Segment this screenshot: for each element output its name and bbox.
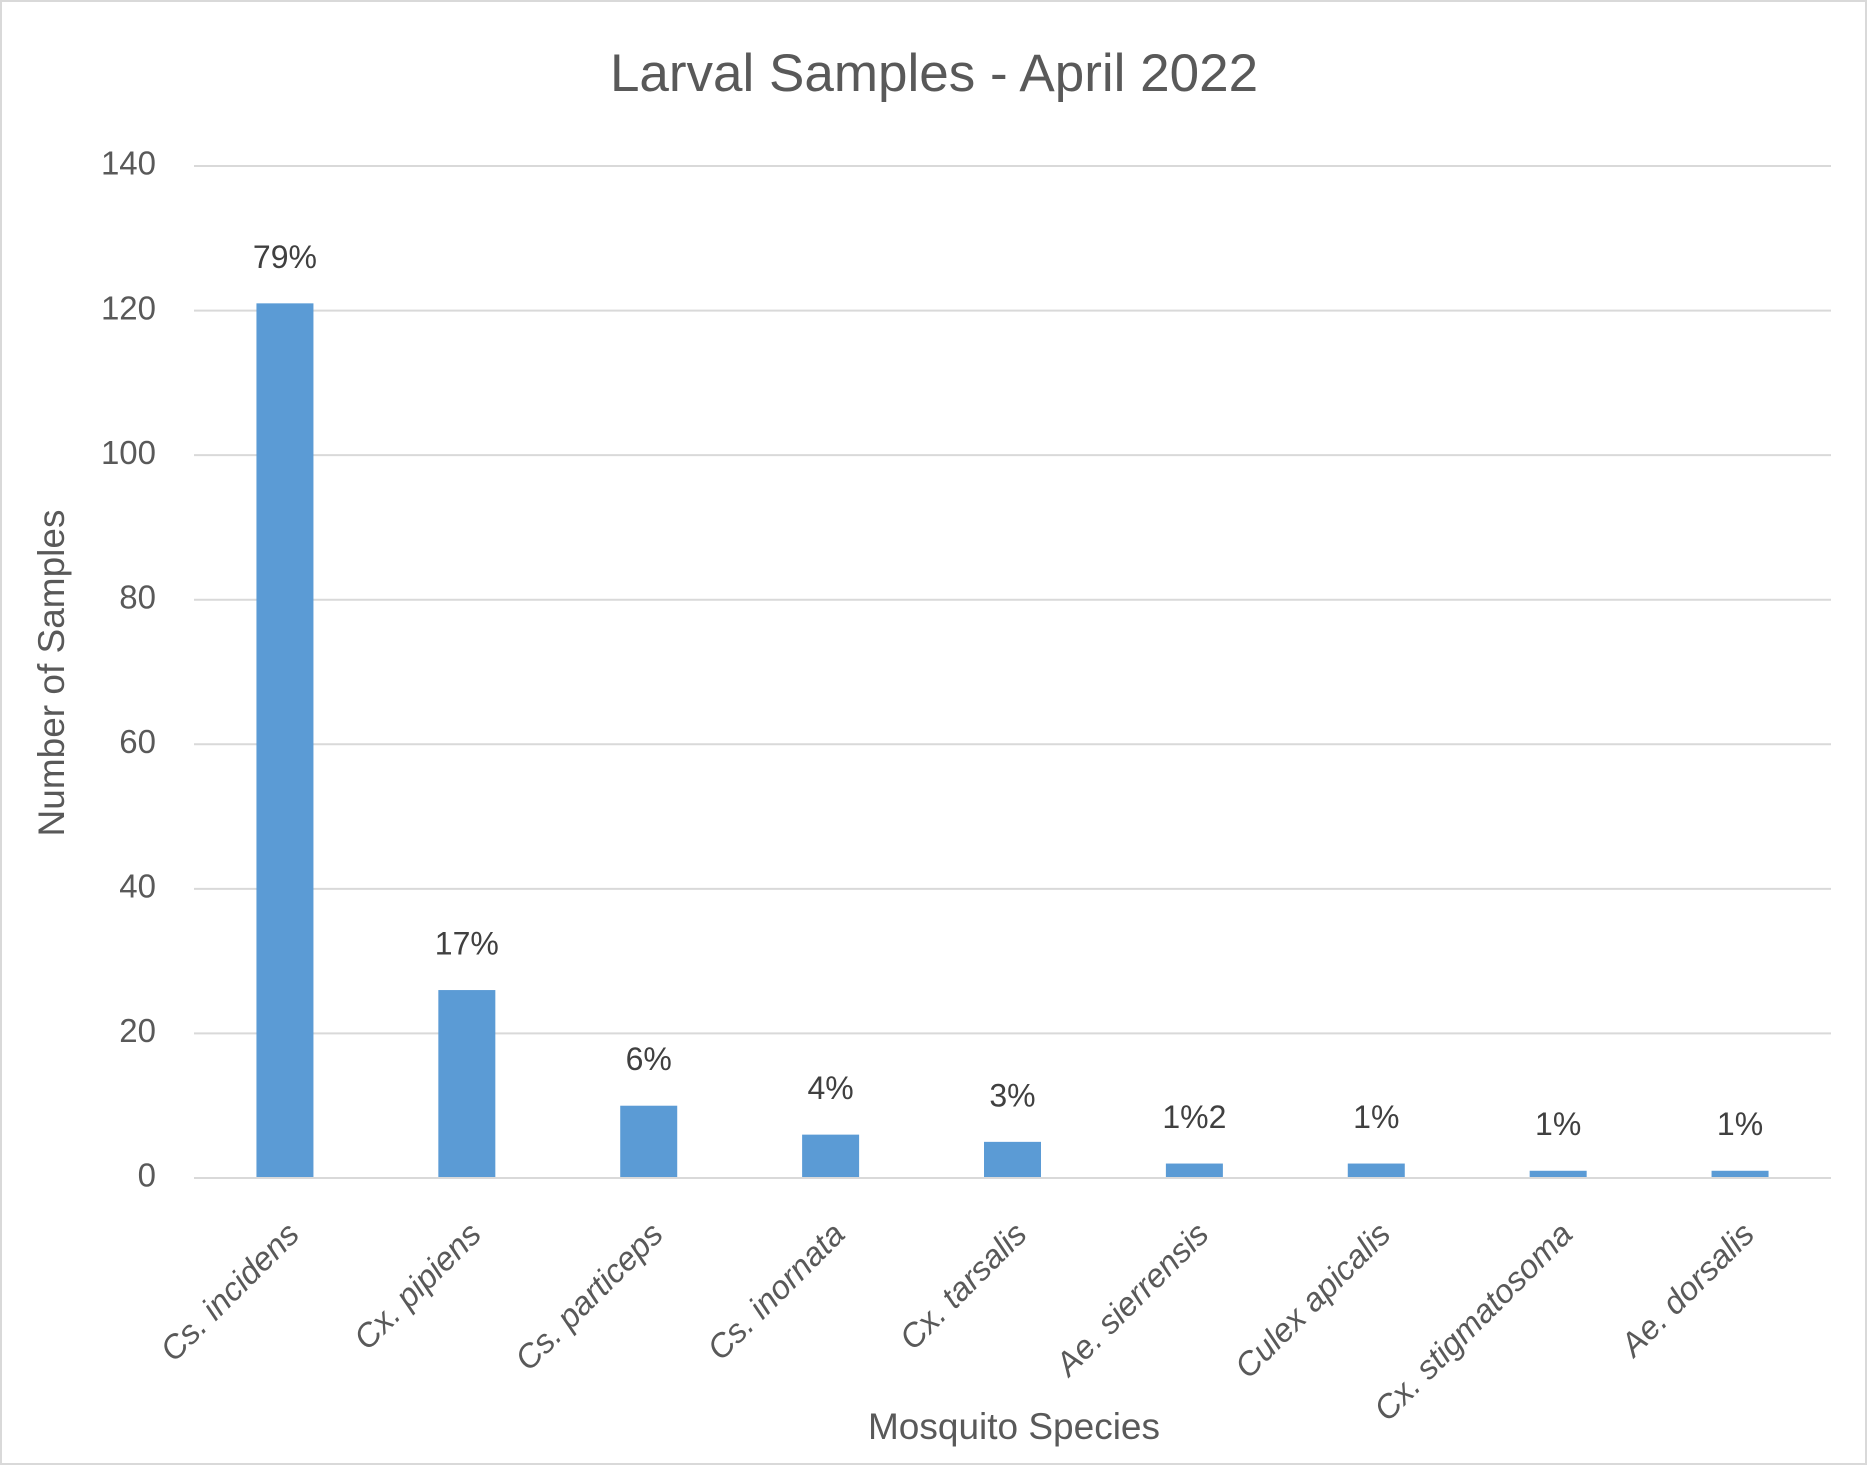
bar: [438, 990, 496, 1178]
bar: [256, 303, 314, 1178]
y-tick-label: 100: [101, 434, 156, 471]
bar: [1529, 1170, 1587, 1178]
data-label: 79%: [253, 239, 317, 275]
data-label: 17%: [435, 926, 499, 962]
bar: [984, 1141, 1041, 1178]
y-tick-label: 20: [119, 1012, 156, 1049]
y-tick-label: 120: [101, 289, 156, 326]
y-tick-label: 140: [101, 145, 156, 182]
y-tick-label: 80: [119, 578, 156, 615]
y-tick-label: 0: [138, 1157, 156, 1194]
data-label: 1%: [1353, 1099, 1399, 1135]
y-axis-label: Number of Samples: [31, 510, 72, 837]
data-label: 3%: [989, 1077, 1035, 1113]
x-axis-label: Mosquito Species: [868, 1406, 1160, 1447]
bar: [620, 1105, 678, 1178]
data-label: 1%: [1717, 1106, 1763, 1142]
data-label: 1%2: [1162, 1099, 1226, 1135]
chart-title: Larval Samples - April 2022: [610, 44, 1258, 103]
bar: [1711, 1170, 1769, 1178]
data-label: 6%: [626, 1041, 672, 1077]
bar: [802, 1134, 860, 1178]
y-tick-label: 40: [119, 868, 156, 905]
data-label: 1%: [1535, 1106, 1581, 1142]
bar: [1165, 1163, 1223, 1178]
data-label: 4%: [807, 1070, 853, 1106]
y-tick-label: 60: [119, 723, 156, 760]
bar: [1347, 1163, 1405, 1178]
